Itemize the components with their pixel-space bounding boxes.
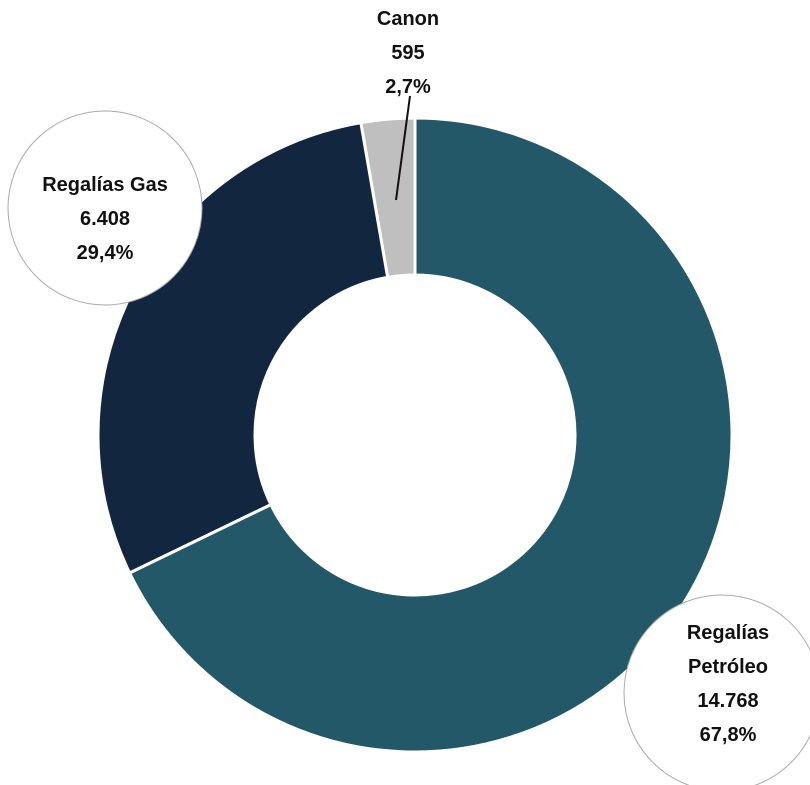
leader-line <box>395 95 411 201</box>
percent-label: 67,8% <box>699 724 757 746</box>
donut-segment <box>127 116 734 754</box>
callout-circle <box>7 110 203 306</box>
category-label: Regalías Petróleo <box>686 622 770 678</box>
value-label: 595 <box>391 42 425 64</box>
callout-circle <box>623 594 810 785</box>
category-label: Regalías Gas <box>42 174 168 196</box>
category-label: Canon <box>376 8 440 30</box>
data-label: Canon 595 2,7% <box>328 2 488 104</box>
data-label: Regalías Gas 6.408 29,4% <box>5 168 205 270</box>
percent-label: 29,4% <box>76 242 134 264</box>
data-label: Regalías Petróleo 14.768 67,8% <box>673 616 783 752</box>
percent-label: 2,7% <box>385 76 431 98</box>
value-label: 14.768 <box>697 690 759 712</box>
value-label: 6.408 <box>79 208 131 230</box>
